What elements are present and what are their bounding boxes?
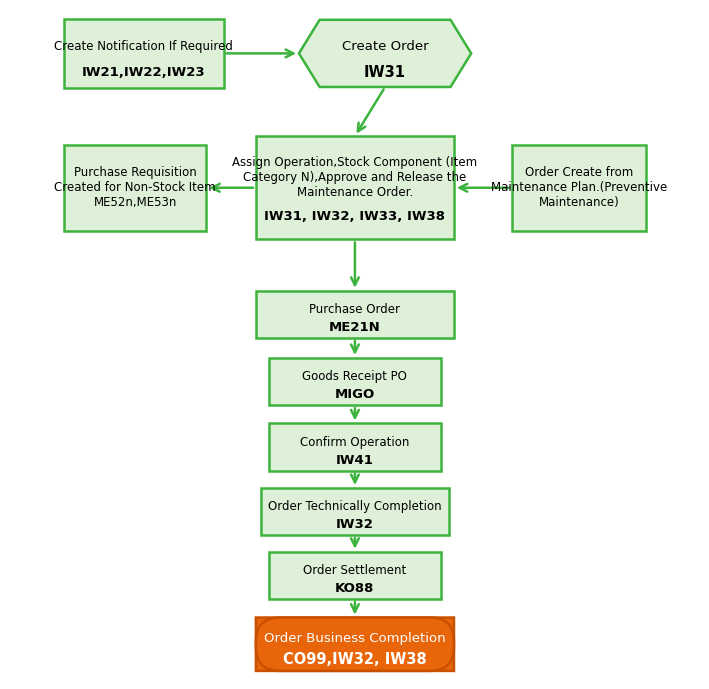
Text: KO88: KO88 <box>335 582 374 595</box>
Text: Confirm Operation: Confirm Operation <box>300 435 410 449</box>
Text: Goods Receipt PO: Goods Receipt PO <box>303 370 408 383</box>
Text: Purchase Order: Purchase Order <box>309 303 401 316</box>
Text: Create Notification If Required: Create Notification If Required <box>55 40 233 53</box>
Text: IW31: IW31 <box>364 65 406 80</box>
Text: IW21,IW22,IW23: IW21,IW22,IW23 <box>82 66 206 79</box>
Text: IW41: IW41 <box>336 454 374 466</box>
FancyBboxPatch shape <box>256 617 454 671</box>
FancyBboxPatch shape <box>261 488 449 535</box>
Text: Order Technically Completion: Order Technically Completion <box>268 500 442 513</box>
FancyBboxPatch shape <box>269 423 441 471</box>
FancyBboxPatch shape <box>269 552 441 599</box>
FancyBboxPatch shape <box>65 145 206 231</box>
Text: Assign Operation,Stock Component (Item
Category N),Approve and Release the
Maint: Assign Operation,Stock Component (Item C… <box>233 156 477 199</box>
FancyBboxPatch shape <box>269 358 441 405</box>
Text: CO99,IW32, IW38: CO99,IW32, IW38 <box>283 652 427 667</box>
Text: IW31, IW32, IW33, IW38: IW31, IW32, IW33, IW38 <box>264 210 445 223</box>
Text: Create Order: Create Order <box>342 40 428 53</box>
Text: Purchase Requisition
Created for Non-Stock Item
ME52n,ME53n: Purchase Requisition Created for Non-Sto… <box>55 166 216 209</box>
Text: MIGO: MIGO <box>335 389 375 401</box>
Text: Order Business Completion: Order Business Completion <box>264 633 446 646</box>
Polygon shape <box>299 20 471 87</box>
FancyBboxPatch shape <box>256 291 454 338</box>
Text: ME21N: ME21N <box>329 321 381 334</box>
Text: Order Settlement: Order Settlement <box>303 564 406 577</box>
Text: IW32: IW32 <box>336 518 374 531</box>
FancyBboxPatch shape <box>256 617 454 671</box>
Text: Order Create from
Maintenance Plan.(Preventive
Maintenance): Order Create from Maintenance Plan.(Prev… <box>491 166 667 209</box>
FancyBboxPatch shape <box>65 19 223 88</box>
FancyBboxPatch shape <box>512 145 646 231</box>
FancyBboxPatch shape <box>256 136 454 240</box>
